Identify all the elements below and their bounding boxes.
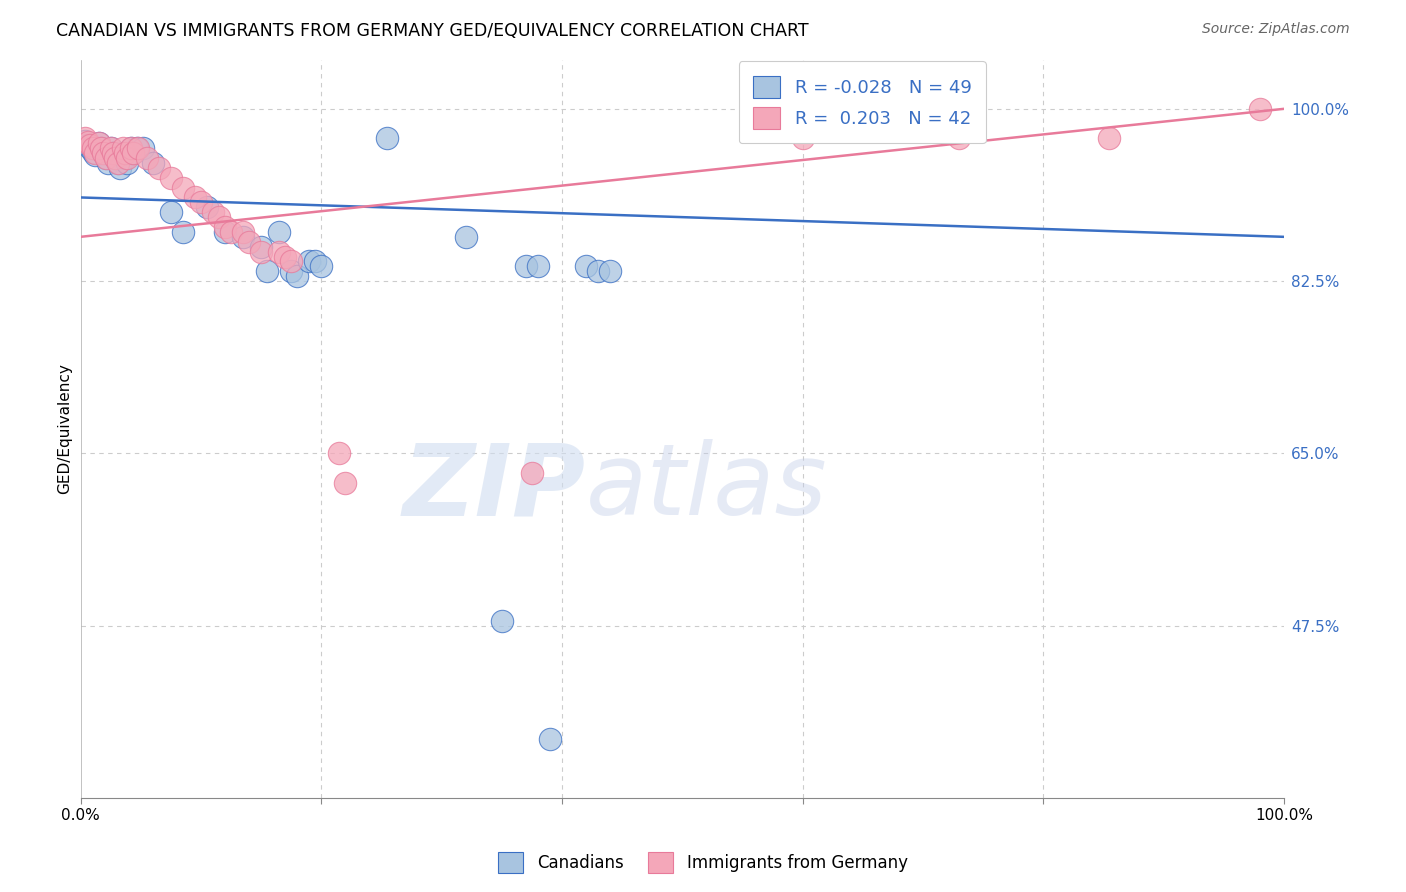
Point (82, 141, 104, 155)
Point (219, 225, 242, 239)
Point (120, 141, 142, 155)
Point (101, 146, 124, 161)
Point (87, 136, 110, 151)
Point (575, 260, 598, 274)
Point (328, 446, 350, 460)
Point (132, 141, 155, 155)
Point (79, 138, 101, 153)
Point (90, 141, 112, 155)
Point (111, 141, 134, 155)
Point (172, 180, 194, 194)
Point (274, 250, 297, 264)
Point (159, 205, 181, 219)
Point (280, 264, 302, 278)
Point (538, 731, 561, 746)
Point (208, 210, 231, 224)
Point (84, 148, 107, 162)
Point (100, 141, 122, 155)
Point (159, 170, 181, 185)
Point (201, 205, 224, 219)
Point (267, 225, 290, 239)
Point (267, 244, 290, 259)
Point (1249, 102, 1271, 116)
Point (1098, 131, 1121, 145)
Point (599, 264, 621, 278)
Point (76, 136, 98, 150)
Point (94, 151, 117, 165)
Point (120, 141, 142, 155)
Point (117, 151, 139, 165)
Point (214, 225, 236, 239)
Point (232, 225, 254, 239)
Point (526, 260, 548, 274)
Text: Source: ZipAtlas.com: Source: ZipAtlas.com (1202, 22, 1350, 37)
Point (304, 254, 326, 268)
Point (114, 146, 136, 161)
Point (127, 141, 149, 155)
Point (87, 136, 110, 151)
Point (97, 156, 120, 170)
Point (148, 161, 170, 175)
Point (586, 264, 609, 278)
Point (232, 230, 254, 244)
Point (195, 200, 218, 214)
Legend: Canadians, Immigrants from Germany: Canadians, Immigrants from Germany (492, 846, 914, 880)
Point (520, 466, 543, 480)
Point (125, 141, 148, 155)
Point (335, 475, 357, 490)
Point (256, 264, 278, 278)
Point (75, 131, 97, 145)
Point (114, 151, 136, 165)
Point (135, 151, 157, 165)
Point (100, 141, 122, 155)
Point (792, 131, 814, 145)
Point (172, 225, 194, 239)
Text: CANADIAN VS IMMIGRANTS FROM GERMANY GED/EQUIVALENCY CORRELATION CHART: CANADIAN VS IMMIGRANTS FROM GERMANY GED/… (56, 22, 808, 40)
Point (491, 614, 513, 628)
Point (107, 156, 129, 170)
Point (280, 254, 302, 268)
Point (79, 141, 101, 155)
Y-axis label: GED/Equivalency: GED/Equivalency (58, 363, 72, 494)
Point (76, 138, 98, 153)
Point (93, 146, 115, 161)
Point (515, 260, 537, 274)
Point (110, 161, 132, 175)
Point (90, 141, 112, 155)
Point (101, 146, 124, 161)
Point (111, 146, 134, 161)
Point (82, 145, 104, 160)
Point (309, 260, 332, 274)
Point (107, 156, 129, 170)
Legend: R = -0.028   N = 49, R =  0.203   N = 42: R = -0.028 N = 49, R = 0.203 N = 42 (738, 62, 986, 144)
Point (122, 146, 145, 161)
Point (250, 244, 273, 259)
Point (238, 235, 260, 249)
Text: atlas: atlas (586, 440, 828, 536)
Point (454, 230, 477, 244)
Point (285, 269, 308, 284)
Point (75, 134, 97, 148)
Point (84, 146, 107, 161)
Point (214, 219, 236, 234)
Point (250, 240, 273, 254)
Point (190, 195, 212, 210)
Point (117, 156, 139, 170)
Point (104, 151, 127, 165)
Point (298, 254, 321, 268)
Point (122, 146, 145, 161)
Point (142, 156, 165, 170)
Point (377, 131, 399, 145)
Point (94, 151, 117, 165)
Point (184, 190, 207, 204)
Point (104, 151, 127, 165)
Text: ZIP: ZIP (404, 440, 586, 536)
Point (948, 131, 970, 145)
Point (93, 146, 115, 161)
